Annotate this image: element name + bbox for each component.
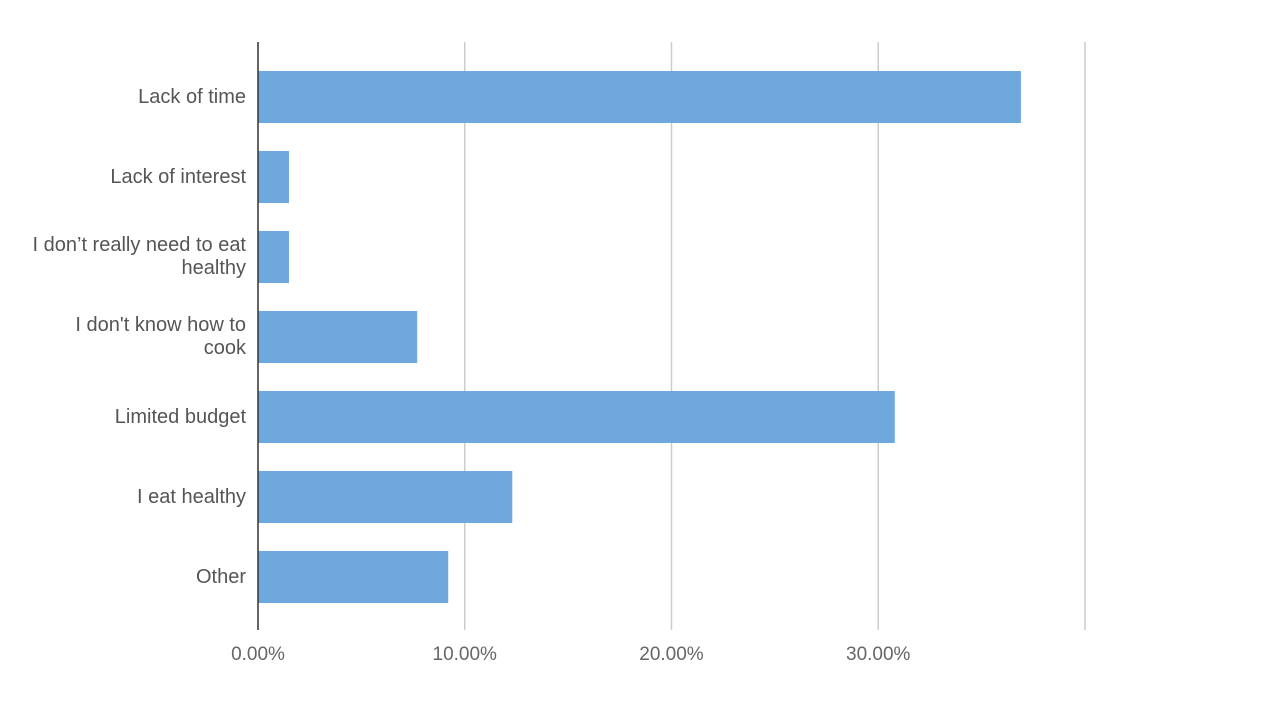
bar <box>258 391 895 443</box>
category-label: Lack of time <box>138 85 246 108</box>
bar <box>258 471 513 523</box>
bar <box>258 551 449 603</box>
category-label: I don't know how to cook <box>75 314 246 359</box>
x-tick-label: 30.00% <box>846 644 911 665</box>
x-tick-label: 10.00% <box>433 644 498 665</box>
x-tick-label: 0.00% <box>231 644 285 665</box>
category-label: Lack of interest <box>110 165 246 188</box>
category-label: Other <box>195 565 246 588</box>
x-tick-label: 20.00% <box>639 644 704 665</box>
bar <box>258 231 290 283</box>
category-label: I don’t really need to eat healthy <box>32 234 246 279</box>
category-label: Limited budget <box>114 405 246 428</box>
category-label: I eat healthy <box>137 485 246 508</box>
bar <box>258 311 418 363</box>
bar <box>258 71 1021 123</box>
bar <box>258 151 290 203</box>
